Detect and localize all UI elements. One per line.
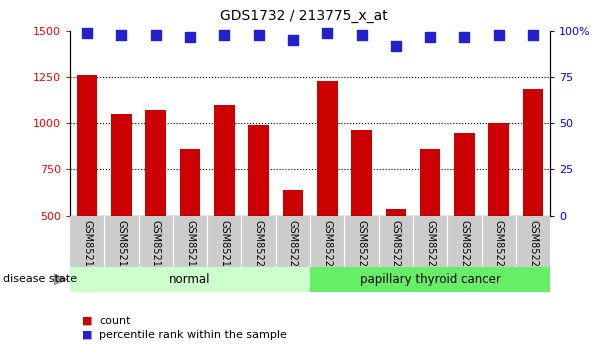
Bar — [310, 267, 550, 292]
Text: GSM85224: GSM85224 — [391, 220, 401, 273]
Point — [494, 32, 503, 38]
Bar — [454, 134, 475, 308]
Text: count: count — [99, 316, 131, 326]
Point — [391, 43, 401, 49]
Bar — [111, 114, 132, 308]
Bar — [248, 125, 269, 308]
Text: GSM85221: GSM85221 — [288, 220, 298, 273]
Point — [460, 34, 469, 39]
Bar — [180, 149, 200, 308]
Point — [219, 32, 229, 38]
Point — [254, 32, 263, 38]
Text: GSM85223: GSM85223 — [356, 220, 367, 273]
Polygon shape — [54, 273, 69, 286]
Text: GSM85226: GSM85226 — [460, 220, 469, 273]
Bar — [488, 124, 509, 308]
Text: GSM85216: GSM85216 — [116, 220, 126, 273]
Text: percentile rank within the sample: percentile rank within the sample — [99, 330, 287, 339]
Point — [528, 32, 538, 38]
Bar — [523, 89, 544, 308]
Point — [82, 30, 92, 36]
Text: GSM85225: GSM85225 — [425, 220, 435, 273]
Bar — [70, 267, 310, 292]
Bar — [317, 81, 337, 308]
Point — [151, 32, 161, 38]
Point — [185, 34, 195, 39]
Bar — [385, 209, 406, 308]
Point — [288, 38, 298, 43]
Bar — [351, 130, 372, 308]
Bar — [145, 110, 166, 308]
Bar — [214, 105, 235, 308]
Bar — [77, 75, 97, 308]
Text: GSM85215: GSM85215 — [82, 220, 92, 273]
Point — [425, 34, 435, 39]
Text: GSM85228: GSM85228 — [528, 220, 538, 273]
Bar — [420, 149, 440, 308]
Point — [357, 32, 367, 38]
Text: GSM85227: GSM85227 — [494, 220, 504, 273]
Point — [322, 30, 332, 36]
Text: GSM85219: GSM85219 — [219, 220, 229, 273]
Text: papillary thyroid cancer: papillary thyroid cancer — [360, 273, 500, 286]
Text: GSM85220: GSM85220 — [254, 220, 264, 273]
Text: GSM85217: GSM85217 — [151, 220, 161, 273]
Text: disease state: disease state — [3, 275, 77, 284]
Text: ■: ■ — [82, 330, 92, 339]
Point — [117, 32, 126, 38]
Text: GSM85222: GSM85222 — [322, 220, 332, 273]
Text: ■: ■ — [82, 316, 92, 326]
Bar — [283, 190, 303, 308]
Text: normal: normal — [169, 273, 211, 286]
Text: GSM85218: GSM85218 — [185, 220, 195, 273]
Text: GDS1732 / 213775_x_at: GDS1732 / 213775_x_at — [220, 9, 388, 23]
